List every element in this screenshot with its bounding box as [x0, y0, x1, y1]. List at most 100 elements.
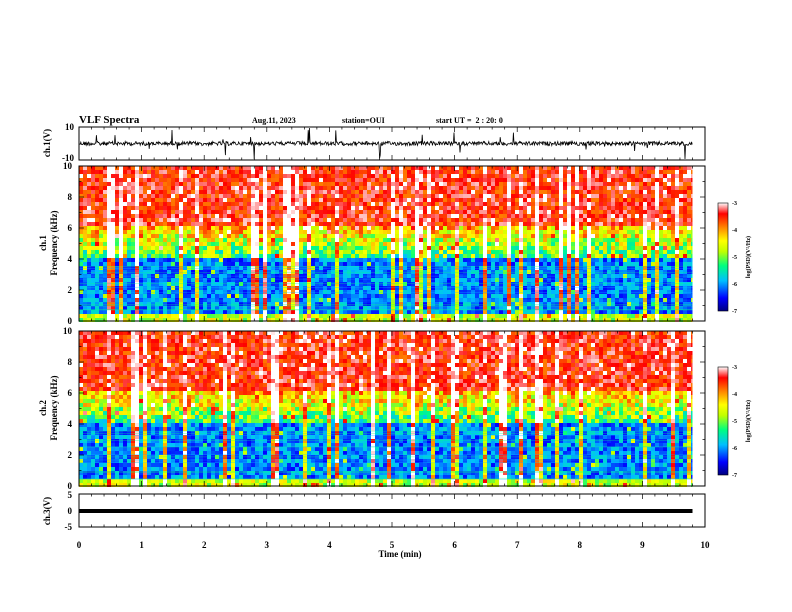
ch1-spectrogram-cell	[403, 218, 407, 222]
ch1-spectrogram-cell	[155, 250, 159, 254]
ch1-spectrogram-cell	[463, 270, 467, 274]
ch1-spectrogram-cell	[119, 186, 123, 190]
ch1-spectrogram-cell	[415, 218, 419, 222]
ch1-spectrogram-cell	[243, 230, 247, 234]
ch1-spectrogram-cell	[411, 294, 415, 298]
ch1-spectrogram-cell	[147, 254, 151, 258]
ch1-spectrogram-cell	[447, 310, 451, 314]
ch1-spectrogram-cell	[419, 166, 423, 170]
ch1-spectrogram-cell	[235, 278, 239, 282]
ch1-spectrogram-cell	[407, 226, 411, 230]
ch1-spectrogram-cell	[255, 254, 259, 258]
ch1-spectrogram-cell	[371, 210, 375, 214]
ch1-spectrogram-cell	[379, 302, 383, 306]
ch1-spectrogram-cell	[295, 290, 299, 294]
ch1-spectrogram-cell	[163, 226, 167, 230]
ch1-spectrogram-cell	[319, 170, 323, 174]
ch1-spectrogram-cell	[415, 250, 419, 254]
ch1-spectrogram-cell	[295, 266, 299, 270]
ch1-spectrogram-cell	[403, 294, 407, 298]
ch1-spectrogram-cell	[187, 214, 191, 218]
ch1-spectrogram-cell	[295, 190, 299, 194]
ch1-spectrogram-cell	[143, 222, 147, 226]
ch1-spectrogram-cell	[399, 170, 403, 174]
ch1-spectrogram-cell	[155, 310, 159, 314]
ch1-spectrogram-cell	[115, 186, 119, 190]
ch1-spectrogram-cell	[127, 238, 131, 242]
ch1-spectrogram-cell	[267, 166, 271, 170]
ch1-spectrogram-cell	[395, 278, 399, 282]
ch1-spectrogram-cell	[527, 286, 531, 290]
ch1-spectrogram-cell	[219, 226, 223, 230]
ch1-spectrogram-cell	[419, 258, 423, 262]
ch1-spectrogram-cell	[315, 174, 319, 178]
ch1-spectrogram-cell	[343, 306, 347, 310]
ch1-spectrogram-cell	[567, 278, 571, 282]
ch1-spectrogram-cell	[275, 174, 279, 178]
ch1-ytick-top: 10	[65, 122, 75, 132]
ch1-spectrogram-cell	[375, 214, 379, 218]
ch1-spectrogram-cell	[423, 186, 427, 190]
ch1-spectrogram-cell	[263, 258, 267, 262]
ch1-spectrogram-cell	[79, 218, 83, 222]
ch1-spectrogram-cell	[279, 202, 283, 206]
ch1-spectrogram-cell	[575, 318, 579, 322]
ch1-spectrogram-cell	[179, 230, 183, 234]
ch1-spectrogram-cell	[227, 242, 231, 246]
ch1-spectrogram-cell	[351, 202, 355, 206]
ch1-spectrogram-cell	[447, 242, 451, 246]
ch1-spectrogram-cell	[231, 314, 235, 318]
ch1-spectrogram-cell	[211, 314, 215, 318]
ch1-spectrogram-cell	[319, 226, 323, 230]
ch1-spectrogram-cell	[399, 214, 403, 218]
ch1-spectrogram-cell	[83, 218, 87, 222]
ch1-spectrogram-cell	[331, 302, 335, 306]
ch1-spectrogram-cell	[479, 178, 483, 182]
ch1-spectrogram-cell	[531, 226, 535, 230]
ch1-spectrogram-cell	[159, 258, 163, 262]
ch1-spectrogram-cell	[243, 174, 247, 178]
ch1-spectrogram-cell	[183, 318, 187, 322]
ch1-spectrogram-cell	[299, 266, 303, 270]
ch1-spectrogram-cell	[419, 314, 423, 318]
ch1-spectrogram-cell	[227, 278, 231, 282]
ch1-spectrogram-cell	[491, 282, 495, 286]
ch1-spectrogram-cell	[535, 190, 539, 194]
ch1-spectrogram-cell	[187, 250, 191, 254]
ch1-spectrogram-cell	[119, 218, 123, 222]
ch1-spectrogram-cell	[79, 318, 83, 322]
ch1-spectrogram-cell	[367, 238, 371, 242]
ch1-spectrogram-cell	[447, 194, 451, 198]
ch1-spectrogram-cell	[383, 318, 387, 322]
ch1-spectrogram-cell	[447, 182, 451, 186]
ch1-spectrogram-cell	[439, 282, 443, 286]
ch1-spectrogram-cell	[231, 218, 235, 222]
ch1-spectrogram-cell	[235, 234, 239, 238]
ch1-spectrogram-cell	[283, 210, 287, 214]
ch1-spectrogram-cell	[223, 258, 227, 262]
ch1-spectrogram-cell	[487, 266, 491, 270]
ch1-spectrogram-cell	[387, 262, 391, 266]
ch1-spectrogram-cell	[423, 250, 427, 254]
ch1-spectrogram-cell	[95, 318, 99, 322]
ch1-spectrogram-cell	[479, 202, 483, 206]
ch1-spectrogram-cell	[535, 186, 539, 190]
ch1-spectrogram-cell	[327, 254, 331, 258]
ch1-spectrogram-cell	[527, 258, 531, 262]
ch1-spectrogram-cell	[427, 246, 431, 250]
ch1-spectrogram-cell	[223, 254, 227, 258]
ch1-spectrogram-cell	[235, 206, 239, 210]
ch1-spectrogram-cell	[455, 206, 459, 210]
ch1-spectrogram-cell	[463, 318, 467, 322]
ch1-spectrogram-cell	[199, 182, 203, 186]
ch1-spectrogram-cell	[479, 254, 483, 258]
ch1-spectrogram-cell	[535, 194, 539, 198]
ch1-spectrogram-cell	[343, 314, 347, 318]
ch1-spectrogram-cell	[311, 218, 315, 222]
ch1-spectrogram-cell	[471, 222, 475, 226]
ch1-spectrogram-cell	[283, 206, 287, 210]
ch1-spectrogram-cell	[487, 254, 491, 258]
ch1-spectrogram-cell	[231, 222, 235, 226]
ch1-spectrogram-cell	[167, 254, 171, 258]
ch1-spectrogram-cell	[567, 258, 571, 262]
